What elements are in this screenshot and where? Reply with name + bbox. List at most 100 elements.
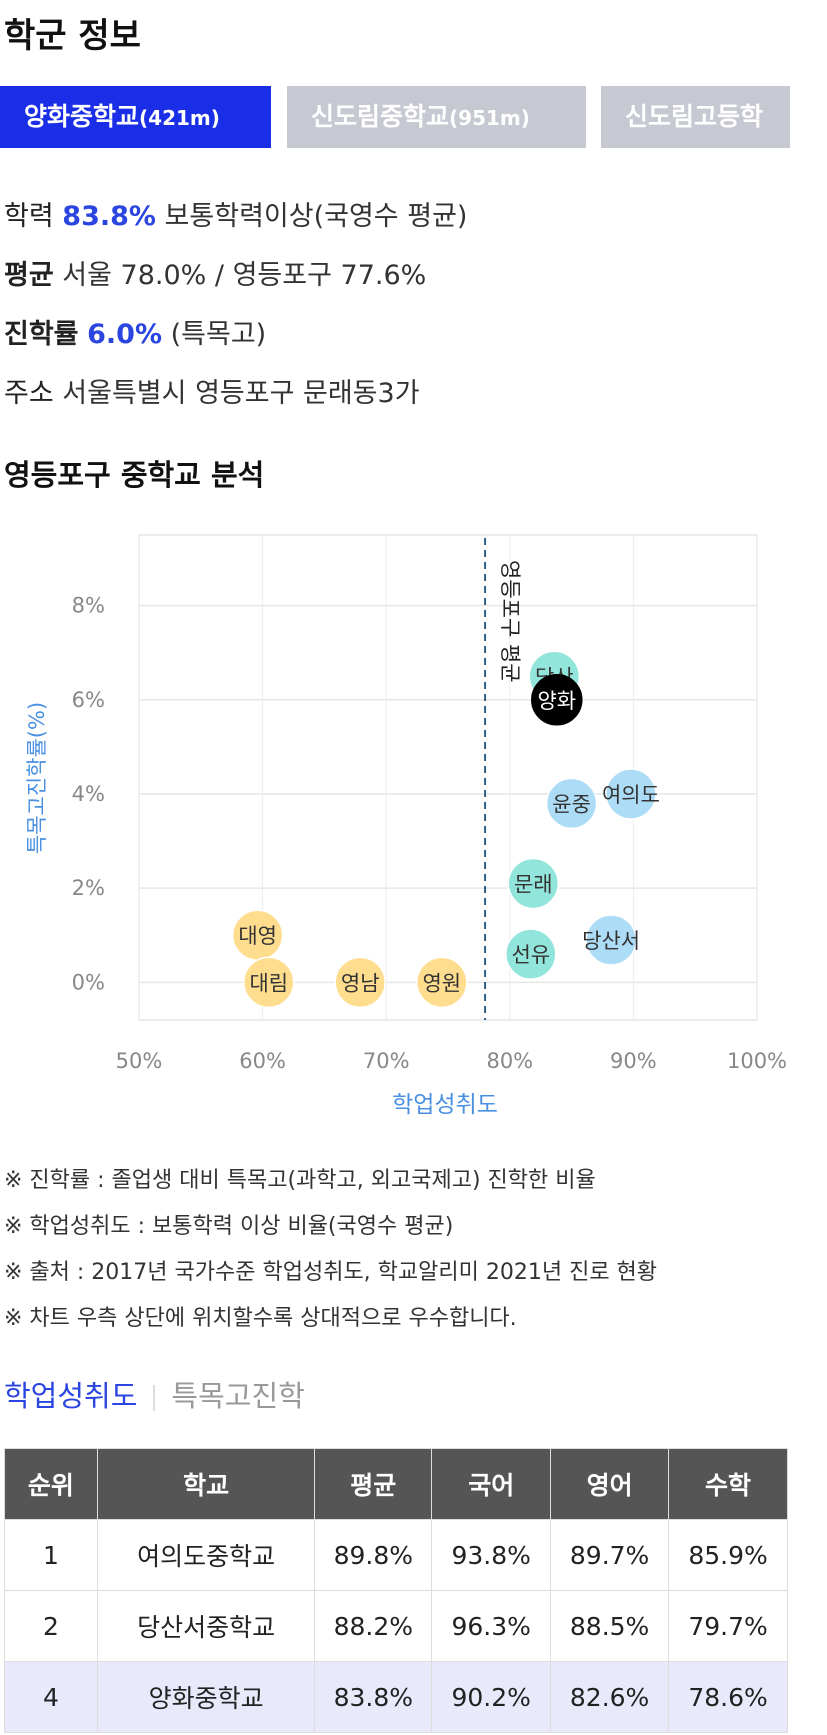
point-label: 영남 <box>341 971 380 995</box>
info-advance: 진학률 6.0% (특목고) <box>4 312 266 351</box>
point-label: 대영 <box>238 924 277 948</box>
table-row-current-school: 4 양화중학교 83.8% 90.2% 82.6% 78.6% <box>4 1661 788 1733</box>
reference-line-label: 영등포구 평균 <box>498 560 522 683</box>
school-tabs: 양화중학교(421m) 신도림중학교(951m) 신도림고등학 <box>0 86 790 148</box>
info-desc: 보통학력이상(국영수 평균) <box>164 201 468 232</box>
cell-korean: 90.2% <box>431 1661 552 1733</box>
point-marker <box>531 674 583 726</box>
info-value: 6.0% <box>87 319 163 350</box>
subtab-special-school[interactable]: 특목고진학 <box>171 1379 305 1413</box>
chart-notes: ※ 진학률 : 졸업생 대비 특목고(과학고, 외고국제고) 진학한 비율 ※ … <box>4 1158 657 1342</box>
cell-school: 여의도중학교 <box>96 1519 316 1591</box>
x-tick-label: 70% <box>363 1049 410 1073</box>
chart-grid <box>138 534 758 1021</box>
chart-points: 대영대림영남영원당산양화문래선유윤중여의도당산서 <box>231 650 660 1009</box>
tab-school-0[interactable]: 양화중학교(421m) <box>0 86 271 148</box>
header-korean[interactable]: 국어 <box>431 1448 552 1520</box>
chart-point: 여의도 <box>602 768 660 820</box>
tab-school-distance: (951m) <box>449 106 530 130</box>
info-value: 83.8% <box>62 201 156 232</box>
point-label: 문래 <box>514 872 553 896</box>
header-math[interactable]: 수학 <box>668 1448 788 1520</box>
note-line: ※ 출처 : 2017년 국가수준 학업성취도, 학교알리미 2021년 진로 … <box>4 1260 658 1285</box>
point-label: 여의도 <box>602 783 660 807</box>
cell-math: 79.7% <box>668 1590 788 1662</box>
note-line: ※ 진학률 : 졸업생 대비 특목고(과학고, 외고국제고) 진학한 비율 <box>4 1168 596 1193</box>
point-label: 양화 <box>537 689 576 713</box>
note-line: ※ 차트 우측 상단에 위치할수록 상대적으로 우수합니다. <box>4 1306 517 1331</box>
info-label: 진학률 <box>4 319 79 350</box>
subtab-divider <box>153 1385 156 1411</box>
chart-point: 영원 <box>416 956 468 1009</box>
analysis-title: 영등포구 중학교 분석 <box>4 458 265 492</box>
chart-y-axis-label: 특목고진학률(%) <box>25 702 49 854</box>
point-marker <box>585 914 637 966</box>
x-tick-label: 100% <box>727 1049 787 1073</box>
point-label: 윤중 <box>552 792 591 816</box>
header-english[interactable]: 영어 <box>550 1448 670 1520</box>
note-line: ※ 학업성취도 : 보통학력 이상 비율(국영수 평균) <box>4 1214 454 1239</box>
cell-school: 당산서중학교 <box>96 1590 316 1662</box>
chart-plot-area <box>138 534 758 1021</box>
chart-point: 대영 <box>231 909 284 961</box>
info-academic: 학력 83.8% 보통학력이상(국영수 평균) <box>4 194 467 233</box>
tab-school-name: 양화중학교 <box>24 102 140 131</box>
chart-point: 선유 <box>505 928 557 980</box>
cell-korean: 93.8% <box>431 1519 552 1591</box>
cell-rank: 1 <box>4 1519 98 1591</box>
y-tick-label: 0% <box>72 970 105 994</box>
x-tick-label: 60% <box>239 1049 286 1073</box>
info-label: 평균 <box>4 260 54 291</box>
chart-axes: 0% 2% 4% 6% 8% 50% 60% 70% 80% 90% 100% <box>72 594 787 1073</box>
point-marker <box>545 777 598 830</box>
y-tick-label: 4% <box>72 782 105 806</box>
chart-point: 당산서 <box>582 914 640 966</box>
scatter-chart: 0% 2% 4% 6% 8% 50% 60% 70% 80% 90% 100% 영등포구 평균 대영… <box>25 534 787 1118</box>
ranking-table: 순위 학교 평균 국어 영어 수학 1 여의도중학교 89.8% 93.8% 8… <box>4 1448 788 1733</box>
point-label: 당산서 <box>582 929 640 953</box>
info-label: 학력 <box>4 201 54 232</box>
table-row: 2 당산서중학교 88.2% 96.3% 88.5% 79.7% <box>4 1590 788 1662</box>
cell-math: 78.6% <box>668 1661 788 1733</box>
y-tick-label: 6% <box>72 688 105 712</box>
tab-school-name: 신도림고등학 <box>625 102 764 131</box>
page-title: 학군 정보 <box>4 16 141 56</box>
cell-rank: 2 <box>4 1590 98 1662</box>
cell-average: 83.8% <box>314 1661 433 1733</box>
info-value: 서울특별시 영등포구 문래동3가 <box>62 378 420 409</box>
cell-average: 89.8% <box>314 1519 433 1591</box>
cell-math: 85.9% <box>668 1519 788 1591</box>
point-label: 영원 <box>422 971 461 995</box>
cell-korean: 96.3% <box>431 1590 552 1662</box>
chart-point: 문래 <box>507 857 560 910</box>
cell-school: 양화중학교 <box>96 1661 316 1733</box>
cell-english: 82.6% <box>550 1661 670 1733</box>
tab-school-name: 신도림중학교 <box>311 102 450 131</box>
point-marker <box>416 956 468 1009</box>
chart-x-axis-label: 학업성취도 <box>392 1092 498 1118</box>
info-average: 평균 서울 78.0% / 영등포구 77.6% <box>4 253 426 292</box>
subtab-academic[interactable]: 학업성취도 <box>4 1379 138 1413</box>
chart-reference-line: 영등포구 평균 <box>484 538 522 1020</box>
info-desc: (특목고) <box>170 319 267 350</box>
tab-school-1[interactable]: 신도림중학교(951m) <box>287 86 586 148</box>
x-tick-label: 50% <box>116 1049 163 1073</box>
ranking-subtabs: 학업성취도 특목고진학 <box>4 1373 305 1415</box>
header-average[interactable]: 평균 <box>314 1448 433 1520</box>
tab-school-2[interactable]: 신도림고등학 <box>601 86 790 148</box>
info-value: 서울 78.0% / 영등포구 77.6% <box>62 260 427 291</box>
point-label: 대림 <box>249 971 288 995</box>
tab-school-distance: (421m) <box>139 106 220 130</box>
x-tick-label: 90% <box>610 1049 657 1073</box>
info-address: 주소 서울특별시 영등포구 문래동3가 <box>4 371 420 410</box>
cell-english: 88.5% <box>550 1590 670 1662</box>
y-tick-label: 2% <box>72 876 105 900</box>
chart-point: 양화 <box>531 674 583 726</box>
header-rank[interactable]: 순위 <box>4 1448 98 1520</box>
header-school[interactable]: 학교 <box>96 1448 316 1520</box>
cell-rank: 4 <box>4 1661 98 1733</box>
table-header-row: 순위 학교 평균 국어 영어 수학 <box>4 1448 788 1520</box>
chart-point: 영남 <box>334 956 386 1009</box>
point-label: 선유 <box>511 943 550 967</box>
